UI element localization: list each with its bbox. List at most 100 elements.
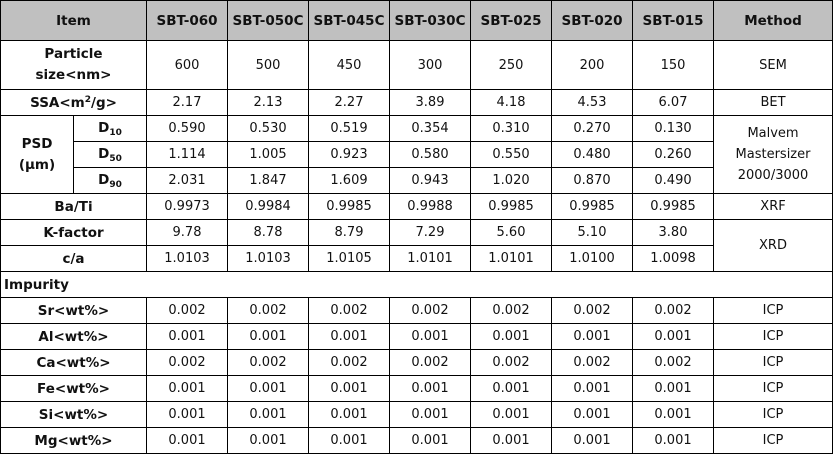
cell: 3.89 [389,89,472,116]
header-col: SBT-025 [470,0,553,41]
cell: 0.002 [227,297,310,324]
cell: 0.9985 [308,193,391,220]
row-label: c/a [0,245,148,272]
cell: 1.0103 [146,245,229,272]
psd-row: D50 1.114 1.005 0.923 0.580 0.550 0.480 0.260 [1,141,833,168]
cell: 0.001 [389,323,472,350]
method-line: Malvem [747,126,799,141]
row-label: Ba/Ti [0,193,148,220]
row-label: Ca<wt%> [0,349,148,376]
cell: 0.002 [308,297,391,324]
label-sub: 10 [109,127,122,138]
cell: 8.79 [308,219,391,246]
particle-size-row: Particle size<nm> 600 500 450 300 250 200… [0,40,833,90]
cell: 500 [227,40,310,90]
row-label: Sr<wt%> [0,297,148,324]
impurity-label: Impurity [0,271,833,298]
impurity-row: Si<wt%> 0.001 0.001 0.001 0.001 0.001 0.001 0.0… [0,401,833,428]
method-cell: XRF [713,193,833,220]
cell: 8.78 [227,219,310,246]
cell: 0.354 [389,115,472,142]
cell: 0.002 [146,349,229,376]
cell: 0.519 [308,115,391,142]
cell: 0.310 [470,115,553,142]
header-col: SBT-015 [632,0,715,41]
psd-row: PSD (μm) D10 0.590 0.530 0.519 0.354 0.310 0.270… [0,115,833,194]
cell: 0.001 [146,323,229,350]
cell: 0.001 [470,375,553,402]
cell: 1.114 [146,141,229,168]
cell: 0.002 [308,349,391,376]
row-label: Al<wt%> [0,323,148,350]
cell: 0.9988 [389,193,472,220]
cell: 1.005 [227,141,310,168]
cell: 0.001 [389,401,472,428]
cell: 1.847 [227,167,310,194]
impurity-row: Fe<wt%> 0.001 0.001 0.001 0.001 0.001 0.001 0.0… [0,375,833,402]
psd-row: D90 2.031 1.847 1.609 0.943 1.020 0.870 0.490 [1,167,833,194]
row-label: SSA<m2/g> [0,89,148,116]
ssa-row: SSA<m2/g> 2.17 2.13 2.27 3.89 4.18 4.53 … [0,89,833,116]
method-cell: ICP [713,323,833,350]
impurity-header-row: Impurity [0,271,833,298]
cell: 0.001 [470,401,553,428]
bati-row: Ba/Ti 0.9973 0.9984 0.9985 0.9988 0.9985 0.998… [0,193,833,220]
cell: 600 [146,40,229,90]
cell: 0.001 [227,375,310,402]
kfactor-row: K-factor 9.78 8.78 8.79 7.29 5.60 5.10 3.80 XRD [0,219,833,272]
cell: 1.0101 [389,245,472,272]
cell: 5.10 [551,219,634,246]
cell: 0.001 [551,375,634,402]
cell: 0.001 [632,323,715,350]
row-label: Particle size<nm> [0,40,148,90]
cell: 250 [470,40,553,90]
label-sub: 50 [109,153,122,164]
cell: 2.031 [146,167,229,194]
cell: 0.550 [470,141,553,168]
cell: 0.001 [551,401,634,428]
cell: 0.002 [551,297,634,324]
cell: 200 [551,40,634,90]
cell: 0.590 [146,115,229,142]
cell: 0.270 [551,115,634,142]
cell: 0.001 [389,427,472,454]
label-sub: 90 [109,179,122,190]
header-row: Item SBT-060 SBT-050C SBT-045C SBT-030C … [0,0,833,41]
cell: 0.001 [146,375,229,402]
cell: 0.9973 [146,193,229,220]
psd-sub-label: D10 [72,115,148,142]
cell: 0.001 [470,427,553,454]
header-col: SBT-045C [308,0,391,41]
cell: 0.001 [389,375,472,402]
cell: 0.260 [632,141,715,168]
method-line: 2000/3000 [737,168,809,183]
cell: 0.001 [146,427,229,454]
cell: 0.002 [146,297,229,324]
cell: 0.9984 [227,193,310,220]
cell: 0.001 [227,401,310,428]
cell: 0.001 [632,427,715,454]
cell: 0.002 [632,297,715,324]
label-part: D [98,171,110,188]
cell: 3.80 [632,219,715,246]
method-cell: ICP [713,427,833,454]
cell: 0.480 [551,141,634,168]
method-cell: ICP [713,349,833,376]
cell: 0.001 [227,427,310,454]
psd-sub-label: D90 [72,167,148,194]
cell: 0.001 [227,323,310,350]
cell: 450 [308,40,391,90]
cell: 7.29 [389,219,472,246]
row-label: Si<wt%> [0,401,148,428]
cell: 0.002 [470,297,553,324]
cell: 4.53 [551,89,634,116]
cell: 0.9985 [551,193,634,220]
impurity-row: Al<wt%> 0.001 0.001 0.001 0.001 0.001 0.001 0.0… [0,323,833,350]
cell: 0.001 [308,323,391,350]
method-cell: ICP [713,401,833,428]
method-line: Mastersizer [735,147,811,162]
ca-row: c/a 1.0103 1.0103 1.0105 1.0101 1.0101 1.0100 1… [0,245,833,272]
method-cell: Malvem Mastersizer 2000/3000 [713,115,833,194]
label-line: (μm) [18,156,56,173]
